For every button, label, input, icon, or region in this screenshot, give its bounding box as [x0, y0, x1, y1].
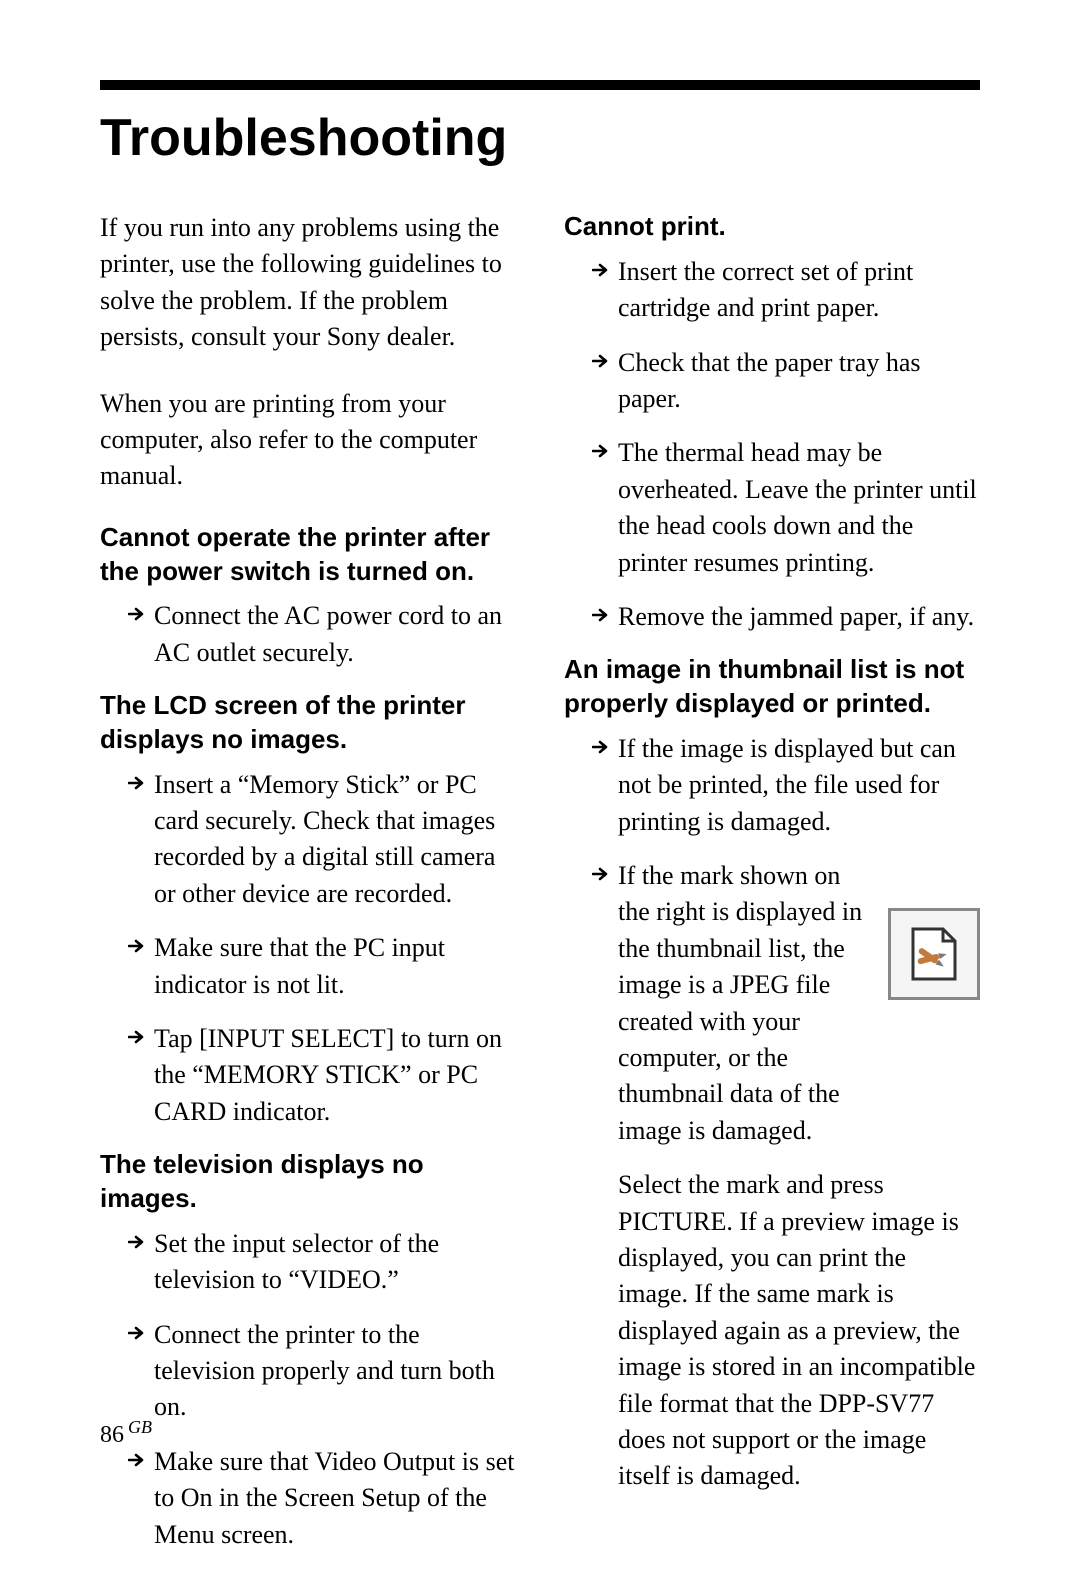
list-item: Insert a “Memory Stick” or PC card secur… — [128, 767, 516, 913]
list-item-text: If the mark shown on the right is displa… — [618, 858, 870, 1149]
list-item-text: If the image is displayed but can not be… — [618, 734, 956, 836]
list-item: Insert the correct set of print cartridg… — [592, 254, 980, 327]
list-item-text: Check that the paper tray has paper. — [618, 348, 921, 413]
list-item-text: Make sure that Video Output is set to On… — [154, 1447, 514, 1549]
list-item-text: Tap [INPUT SELECT] to turn on the “MEMOR… — [154, 1024, 502, 1126]
bullet-list: Insert the correct set of print cartridg… — [564, 254, 980, 636]
followup-paragraph: Select the mark and press PICTURE. If a … — [564, 1167, 980, 1495]
intro-paragraph-2: When you are printing from your computer… — [100, 386, 516, 495]
page-title: Troubleshooting — [100, 108, 980, 168]
list-item: If the image is displayed but can not be… — [592, 731, 980, 840]
section-heading-tv: The television displays no images. — [100, 1148, 516, 1216]
page-region: GB — [128, 1417, 152, 1437]
arrow-right-icon — [592, 443, 610, 459]
section-heading-lcd: The LCD screen of the printer displays n… — [100, 689, 516, 757]
horizontal-rule — [100, 80, 980, 90]
page-number: 86GB — [100, 1417, 152, 1449]
list-item-text: The thermal head may be overheated. Leav… — [618, 438, 977, 576]
list-item: Remove the jammed paper, if any. — [592, 599, 980, 635]
list-item-text: Remove the jammed paper, if any. — [618, 602, 974, 631]
two-column-layout: If you run into any problems using the p… — [100, 210, 980, 1571]
arrow-right-icon — [592, 262, 610, 278]
list-item: Connect the printer to the television pr… — [128, 1317, 516, 1426]
bullet-list: If the image is displayed but can not be… — [564, 731, 980, 1149]
list-item-text: Connect the AC power cord to an AC outle… — [154, 601, 502, 666]
page-number-value: 86 — [100, 1422, 124, 1448]
list-item: Make sure that Video Output is set to On… — [128, 1444, 516, 1553]
damaged-thumbnail-icon — [888, 908, 980, 1000]
list-item: Connect the AC power cord to an AC outle… — [128, 598, 516, 671]
arrow-right-icon — [128, 938, 146, 954]
arrow-right-icon — [128, 1452, 146, 1468]
arrow-right-icon — [592, 353, 610, 369]
arrow-right-icon — [128, 775, 146, 791]
list-item-with-icon: If the mark shown on the right is displa… — [592, 858, 980, 1149]
list-item-text: Set the input selector of the television… — [154, 1229, 439, 1294]
arrow-right-icon — [128, 1234, 146, 1250]
section-heading-thumbnail: An image in thumbnail list is not proper… — [564, 653, 980, 721]
list-item-text: Insert a “Memory Stick” or PC card secur… — [154, 770, 495, 908]
intro-paragraph-1: If you run into any problems using the p… — [100, 210, 516, 356]
list-item: The thermal head may be overheated. Leav… — [592, 435, 980, 581]
list-item: Tap [INPUT SELECT] to turn on the “MEMOR… — [128, 1021, 516, 1130]
bullet-list: Set the input selector of the television… — [100, 1226, 516, 1553]
section-heading-power: Cannot operate the printer after the pow… — [100, 521, 516, 589]
right-column: Cannot print. Insert the correct set of … — [564, 210, 980, 1571]
arrow-right-icon — [592, 739, 610, 755]
list-item: Make sure that the PC input indicator is… — [128, 930, 516, 1003]
list-item-text: Connect the printer to the television pr… — [154, 1320, 495, 1422]
section-heading-cannot-print: Cannot print. — [564, 210, 980, 244]
list-item-text: Insert the correct set of print cartridg… — [618, 257, 913, 322]
list-item: Check that the paper tray has paper. — [592, 345, 980, 418]
list-item-text: Make sure that the PC input indicator is… — [154, 933, 445, 998]
arrow-right-icon — [128, 1325, 146, 1341]
arrow-right-icon — [128, 606, 146, 622]
arrow-right-icon — [592, 866, 610, 882]
left-column: If you run into any problems using the p… — [100, 210, 516, 1571]
bullet-list: Insert a “Memory Stick” or PC card secur… — [100, 767, 516, 1131]
arrow-right-icon — [592, 607, 610, 623]
arrow-right-icon — [128, 1029, 146, 1045]
list-item: Set the input selector of the television… — [128, 1226, 516, 1299]
bullet-list: Connect the AC power cord to an AC outle… — [100, 598, 516, 671]
